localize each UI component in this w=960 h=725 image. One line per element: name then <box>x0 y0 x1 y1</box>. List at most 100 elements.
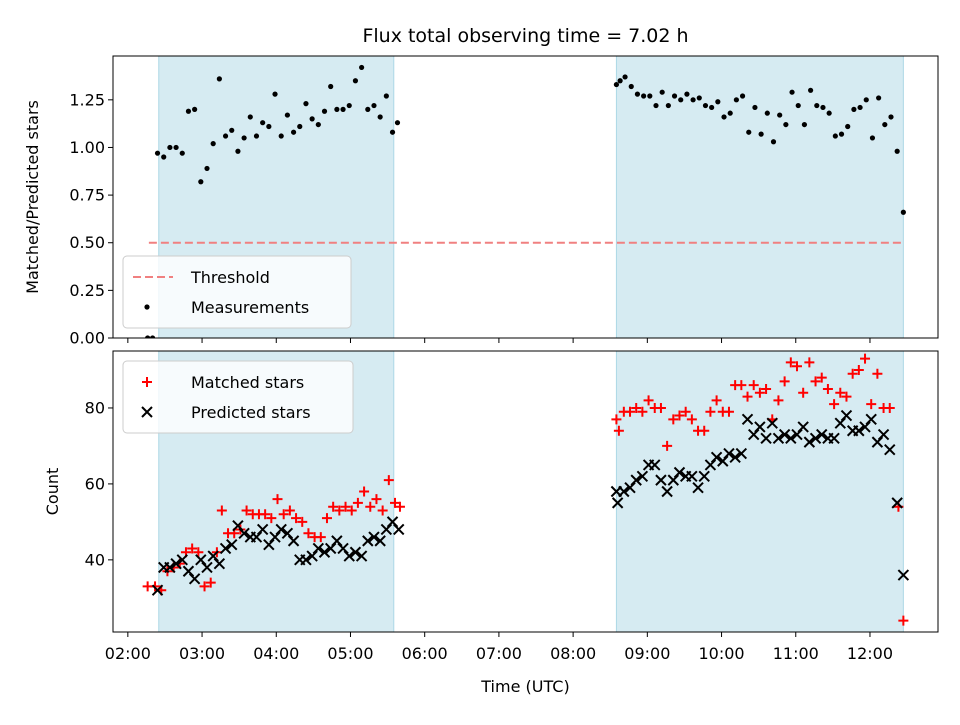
measurements-point-3 <box>161 154 167 160</box>
predicted-stars-point-54 <box>692 481 704 494</box>
matched-stars-point-63 <box>736 380 747 391</box>
predicted-stars-point-2 <box>164 561 176 574</box>
predicted-stars-point-65 <box>760 432 772 445</box>
measurements-point-2 <box>154 150 161 156</box>
y-tick-label: 0.50 <box>69 233 105 252</box>
predicted-stars-point-17 <box>256 523 269 536</box>
matched-stars-point-66 <box>754 387 765 398</box>
predicted-stars-point-86 <box>891 497 903 509</box>
measurements-point-69 <box>777 112 783 118</box>
legend-label-measurements: Measurements <box>191 298 309 317</box>
x-tick-label: 09:00 <box>624 644 670 663</box>
x-tick-label: 02:00 <box>105 644 151 663</box>
matched-stars-point-80 <box>841 391 852 402</box>
matched-stars-point-76 <box>816 372 827 383</box>
measurements-point-35 <box>359 64 365 71</box>
measurements-point-5 <box>173 144 179 151</box>
predicted-stars-point-42 <box>618 485 630 498</box>
predicted-stars-point-20 <box>275 523 287 536</box>
measurements-point-29 <box>321 108 328 114</box>
matched-stars-point-21 <box>272 494 283 505</box>
measurements-point-73 <box>801 121 808 128</box>
matched-stars-point-20 <box>266 513 277 524</box>
predicted-stars-point-10 <box>213 557 226 570</box>
measurements-point-71 <box>789 89 795 95</box>
matched-stars-point-43 <box>613 425 624 436</box>
measurements-point-43 <box>617 78 623 84</box>
measurements-point-74 <box>808 87 814 93</box>
matched-stars-point-51 <box>662 440 673 451</box>
measurements-point-8 <box>192 106 198 112</box>
matched-stars-point-36 <box>365 501 376 512</box>
measurements-point-68 <box>770 139 777 145</box>
x-tick-label: 08:00 <box>550 644 596 663</box>
measurements-point-83 <box>863 97 869 103</box>
measurements-point-84 <box>869 135 876 141</box>
plot-area <box>142 353 910 626</box>
measurements-point-24 <box>290 129 297 135</box>
predicted-stars-point-64 <box>754 421 766 433</box>
predicted-stars-point-12 <box>226 538 238 551</box>
measurements-point-14 <box>229 127 235 133</box>
predicted-stars-point-71 <box>797 421 809 433</box>
x-axis-label: Time (UTC) <box>480 677 569 696</box>
matched-stars-point-73 <box>798 387 809 398</box>
measurements-point-28 <box>315 121 321 128</box>
predicted-stars-point-41 <box>611 497 624 509</box>
measurements-point-59 <box>715 99 721 105</box>
y-tick-label: 0.25 <box>69 281 105 300</box>
predicted-stars-point-0 <box>151 584 164 596</box>
predicted-stars-point-33 <box>355 550 368 562</box>
predicted-stars-point-67 <box>772 432 785 445</box>
matched-stars-point-65 <box>748 380 759 391</box>
predicted-stars-point-6 <box>188 573 201 585</box>
predicted-stars-point-82 <box>865 413 877 426</box>
matched-stars-point-9 <box>199 581 210 592</box>
predicted-stars-point-48 <box>655 474 667 486</box>
matched-stars-point-70 <box>779 376 790 387</box>
measurements-point-44 <box>622 74 628 80</box>
measurements-point-13 <box>222 133 229 139</box>
legend-swatch-measurements <box>144 304 150 310</box>
predicted-stars-point-84 <box>877 428 890 441</box>
predicted-stars-point-74 <box>816 428 828 441</box>
top-y-axis-label: Matched/Predicted stars <box>23 100 42 294</box>
observing-window-2 <box>615 55 904 339</box>
measurements-point-1 <box>149 335 156 338</box>
predicted-stars-point-51 <box>673 466 686 479</box>
measurements-point-70 <box>783 121 789 128</box>
measurements-point-6 <box>179 150 185 156</box>
y-tick-label: 0.00 <box>69 329 105 348</box>
measurements-point-57 <box>702 102 709 109</box>
predicted-stars-point-85 <box>884 444 896 456</box>
measurements-point-0 <box>145 335 151 338</box>
matched-stars-point-39 <box>383 475 394 486</box>
y-tick-label: 80 <box>85 398 105 417</box>
x-tick-label: 10:00 <box>698 644 744 663</box>
matched-stars-point-75 <box>810 376 821 387</box>
measurements-point-60 <box>721 114 727 120</box>
matched-stars-point-81 <box>847 368 858 379</box>
measurements-point-10 <box>204 165 210 172</box>
matched-stars-point-10 <box>205 577 216 588</box>
measurements-point-86 <box>882 121 888 128</box>
matched-stars-point-19 <box>260 509 271 520</box>
matched-stars-point-57 <box>699 425 710 436</box>
measurements-point-65 <box>752 104 758 111</box>
matched-stars-point-83 <box>860 353 871 364</box>
matched-stars-point-29 <box>321 513 332 524</box>
y-tick-label: 40 <box>85 550 105 569</box>
predicted-stars-point-11 <box>219 542 232 555</box>
predicted-stars-point-8 <box>201 561 213 574</box>
matched-stars-point-77 <box>822 383 833 394</box>
matched-stars-point-16 <box>241 505 252 516</box>
matched-stars-point-26 <box>303 528 314 539</box>
predicted-stars-point-34 <box>362 535 374 547</box>
predicted-stars-point-53 <box>686 470 698 483</box>
measurements-point-67 <box>764 110 770 116</box>
predicted-stars-point-61 <box>735 447 748 460</box>
x-tick-label: 03:00 <box>179 644 225 663</box>
measurements-point-81 <box>851 106 857 112</box>
matched-stars-point-58 <box>705 406 716 417</box>
measurements-point-23 <box>284 112 291 118</box>
